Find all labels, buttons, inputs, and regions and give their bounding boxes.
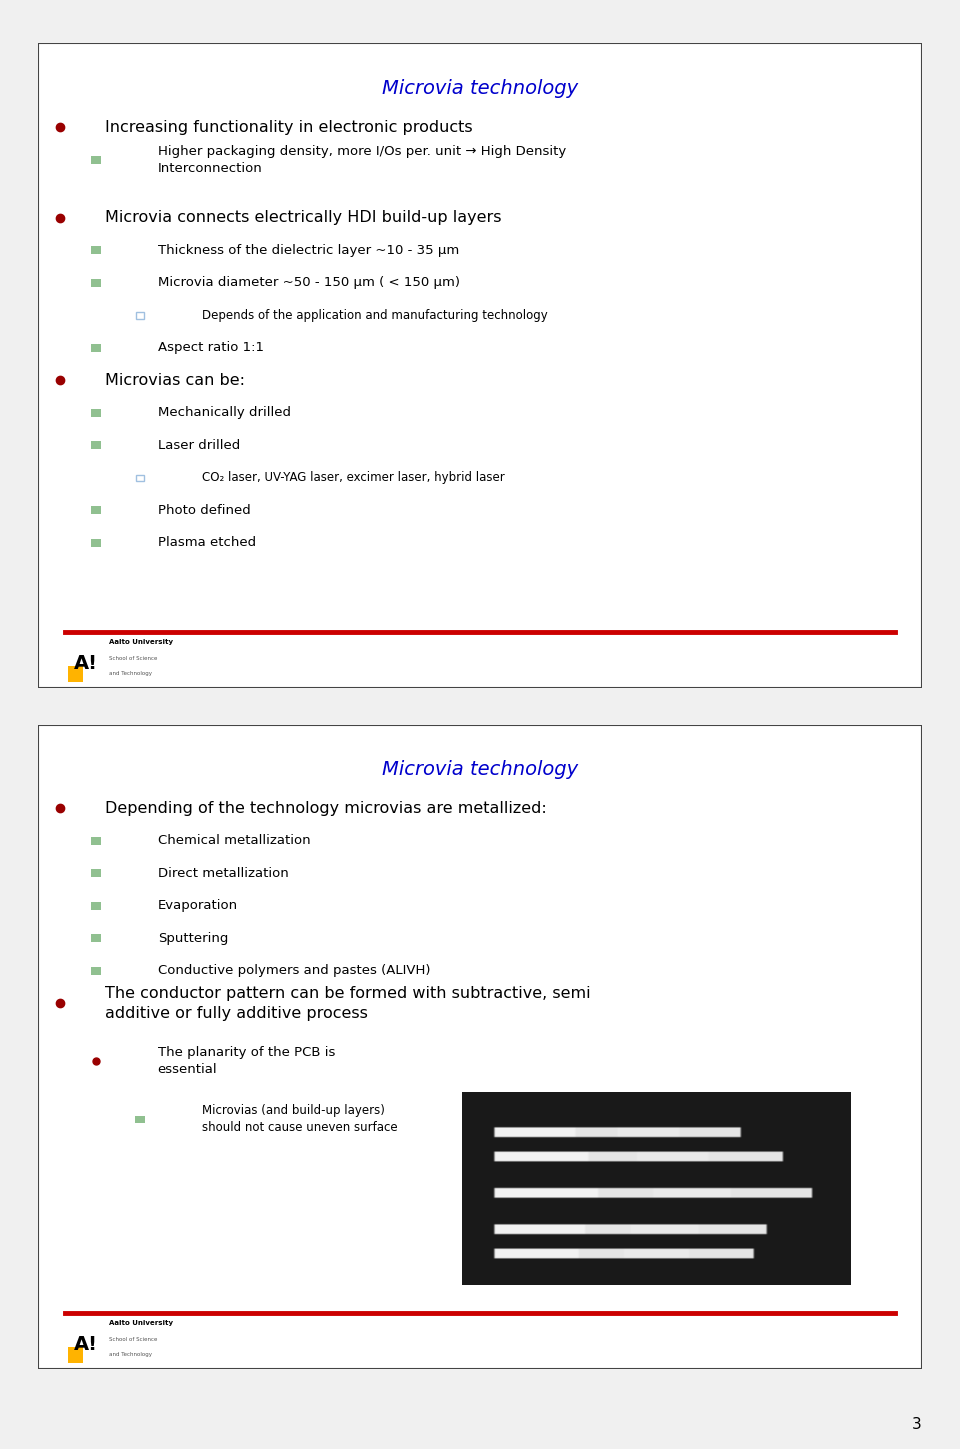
Text: Evaporation: Evaporation [157,900,238,913]
Bar [90,280,101,287]
Text: Mechanically drilled: Mechanically drilled [157,406,291,419]
Text: Laser drilled: Laser drilled [157,439,240,452]
Text: CO₂ laser, UV-YAG laser, excimer laser, hybrid laser: CO₂ laser, UV-YAG laser, excimer laser, … [202,471,505,484]
Text: School of Science: School of Science [109,1337,157,1342]
Text: A!: A! [74,655,98,674]
Bar [90,935,101,942]
Bar [134,1116,145,1123]
Text: Aalto University: Aalto University [109,1320,173,1326]
Text: Depends of the application and manufacturing technology: Depends of the application and manufactu… [202,309,547,322]
Bar [90,442,101,449]
Bar [90,869,101,877]
Text: and Technology: and Technology [109,671,152,677]
Text: Aspect ratio 1:1: Aspect ratio 1:1 [157,342,264,355]
Text: A!: A! [74,1336,98,1355]
Bar [135,312,144,319]
Bar [90,343,101,352]
Text: Plasma etched: Plasma etched [157,536,255,549]
Bar [90,539,101,546]
Text: Depending of the technology microvias are metallized:: Depending of the technology microvias ar… [105,801,546,816]
FancyBboxPatch shape [38,43,922,688]
Text: 3: 3 [912,1417,922,1432]
Text: Microvias (and build-up layers)
should not cause uneven surface: Microvias (and build-up layers) should n… [202,1104,397,1135]
Text: Aalto University: Aalto University [109,639,173,645]
Text: Microvia connects electrically HDI build-up layers: Microvia connects electrically HDI build… [105,210,501,226]
Text: The planarity of the PCB is
essential: The planarity of the PCB is essential [157,1046,335,1077]
Text: Sputtering: Sputtering [157,932,228,945]
Bar [90,901,101,910]
Text: Chemical metallization: Chemical metallization [157,835,310,848]
Text: School of Science: School of Science [109,656,157,661]
Bar [67,1348,84,1364]
Bar [135,475,144,481]
Text: Higher packaging density, more I/Os per. unit → High Density
Interconnection: Higher packaging density, more I/Os per.… [157,145,565,175]
Bar [67,667,84,682]
Text: Increasing functionality in electronic products: Increasing functionality in electronic p… [105,120,472,135]
Text: Microvia diameter ~50 - 150 μm ( < 150 μm): Microvia diameter ~50 - 150 μm ( < 150 μ… [157,277,460,290]
Text: Direct metallization: Direct metallization [157,867,288,880]
Bar [90,156,101,164]
Text: The conductor pattern can be formed with subtractive, semi
additive or fully add: The conductor pattern can be formed with… [105,985,590,1020]
Text: Microvia technology: Microvia technology [382,80,578,99]
FancyBboxPatch shape [38,724,922,1369]
Text: Conductive polymers and pastes (ALIVH): Conductive polymers and pastes (ALIVH) [157,965,430,977]
Text: Thickness of the dielectric layer ~10 - 35 μm: Thickness of the dielectric layer ~10 - … [157,243,459,256]
Bar [90,409,101,417]
Text: Photo defined: Photo defined [157,504,251,517]
Text: Microvias can be:: Microvias can be: [105,372,245,388]
Bar [90,838,101,845]
Text: Microvia technology: Microvia technology [382,761,578,780]
Bar [90,507,101,514]
Bar [90,966,101,975]
Bar [90,246,101,254]
Text: and Technology: and Technology [109,1352,152,1358]
